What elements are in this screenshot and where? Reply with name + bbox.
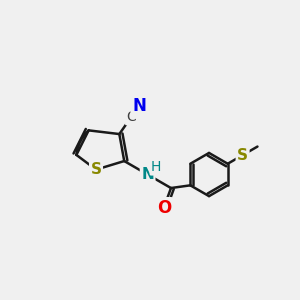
Text: H: H (151, 160, 161, 174)
Text: N: N (132, 97, 146, 115)
Text: N: N (141, 167, 154, 182)
Text: S: S (91, 162, 101, 177)
Text: O: O (157, 199, 171, 217)
Text: S: S (237, 148, 248, 163)
Text: C: C (126, 110, 136, 124)
